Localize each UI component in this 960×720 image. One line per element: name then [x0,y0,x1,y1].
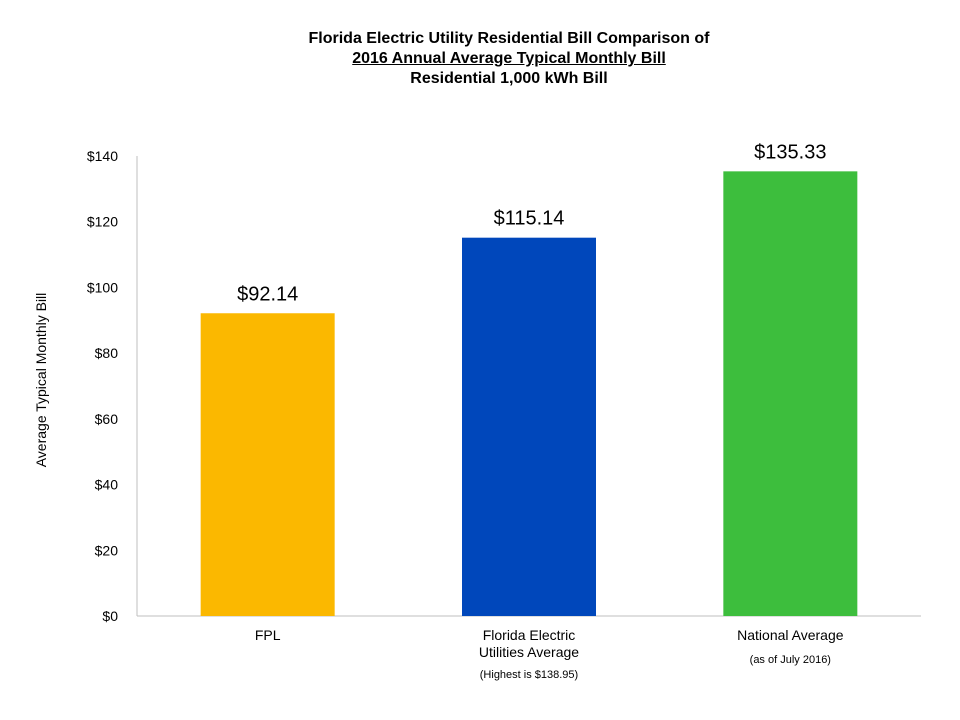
chart-title: Florida Electric Utility Residential Bil… [0,29,960,89]
category-label: Utilities Average [479,644,579,660]
category-label: Florida Electric [483,627,576,643]
bar-1 [200,313,335,616]
bar-value-label: $115.14 [494,208,565,230]
y-tick-label: $0 [102,608,118,624]
y-tick-label: $100 [87,279,118,295]
category-note: (Highest is $138.95) [480,669,578,681]
bar-value-label: $135.33 [754,141,826,163]
y-tick-label: $80 [95,345,119,361]
title-line-3: Residential 1,000 kWh Bill [410,70,608,87]
y-tick-label: $40 [95,477,119,493]
bar-2 [462,237,596,616]
bar-value-label: $92.14 [237,283,298,305]
title-line-2: 2016 Annual Average Typical Monthly Bill [0,49,960,69]
y-tick-label: $20 [95,542,119,558]
y-tick-label: $120 [87,214,118,230]
title-line-1: Florida Electric Utility Residential Bil… [308,30,710,47]
bar-3 [723,171,858,616]
y-tick-label: $60 [95,411,119,427]
category-label: National Average [737,627,844,643]
title-line-2-text: 2016 Annual Average Typical Monthly Bill [352,50,666,67]
category-label: FPL [255,627,281,643]
category-note: (as of July 2016) [750,654,831,666]
y-tick-label: $140 [87,148,118,164]
